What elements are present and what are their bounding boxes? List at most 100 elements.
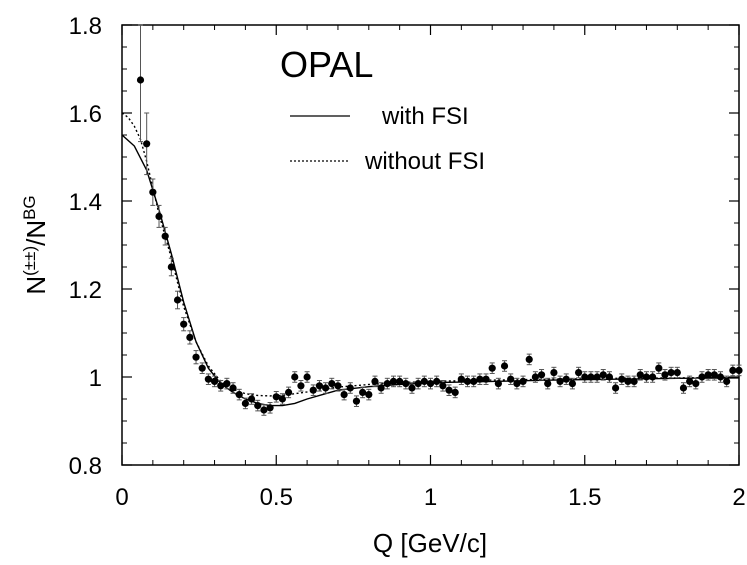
data-point	[544, 380, 552, 388]
data-point	[463, 377, 472, 385]
data-point	[414, 380, 422, 388]
data-point	[568, 380, 577, 388]
data-point	[167, 263, 175, 271]
data-point	[673, 369, 681, 377]
data-point	[494, 380, 502, 388]
data-point	[241, 399, 249, 407]
data-point	[698, 373, 706, 381]
data-point	[507, 375, 515, 383]
legend-label-without-fsi: without FSI	[364, 148, 485, 175]
data-point	[556, 377, 564, 385]
data-point	[519, 377, 527, 385]
data-point	[149, 188, 157, 196]
data-point	[612, 384, 620, 392]
x-tick-label: 2	[732, 484, 745, 511]
data-point	[247, 395, 256, 403]
y-tick-label: 1.4	[69, 189, 102, 216]
plot-area	[121, 24, 740, 466]
data-point	[531, 373, 539, 381]
x-tick-label: 1.5	[568, 484, 601, 511]
data-point	[667, 369, 675, 377]
curve-with-fsi	[121, 134, 740, 407]
data-point	[359, 388, 367, 396]
data-point	[377, 384, 385, 392]
data-point	[451, 388, 459, 396]
data-point	[389, 377, 398, 385]
data-point	[235, 391, 243, 399]
data-point	[679, 384, 688, 392]
data-point	[143, 140, 151, 148]
y-tick-label: 1	[89, 365, 102, 392]
data-point	[445, 386, 453, 394]
data-point	[223, 380, 231, 388]
data-point	[309, 386, 317, 394]
data-point	[420, 377, 428, 385]
data-point	[204, 375, 212, 383]
data-point	[328, 380, 336, 388]
data-point	[704, 371, 712, 379]
data-point	[371, 377, 379, 385]
data-point	[630, 377, 638, 385]
axis-ticks: 0 0.5 1 1.5 2 0.8 1 1.2 1.4 1.6 1.8	[69, 13, 746, 511]
data-point	[562, 375, 570, 383]
data-point	[346, 384, 354, 392]
data-point	[716, 373, 725, 381]
y-axis-title-sup2: BG	[20, 195, 39, 220]
data-point	[642, 373, 651, 381]
data-point	[365, 391, 373, 399]
data-point	[655, 364, 663, 372]
experiment-label: OPAL	[280, 44, 373, 85]
y-tick-label: 1.2	[69, 277, 102, 304]
data-point	[303, 373, 311, 381]
y-tick-label: 1.6	[69, 101, 102, 128]
data-point	[272, 393, 280, 401]
legend: with FSI without FSI	[290, 103, 485, 175]
data-point	[593, 373, 601, 381]
data-point	[581, 373, 589, 381]
legend-label-with-fsi: with FSI	[381, 103, 469, 130]
data-points	[136, 24, 743, 416]
x-tick-label: 1	[424, 484, 437, 511]
data-point	[735, 366, 743, 374]
data-point	[186, 333, 194, 341]
data-point	[636, 371, 644, 379]
data-point	[173, 296, 182, 304]
y-axis-title-base: N	[21, 276, 51, 295]
data-point	[686, 377, 694, 385]
data-point	[513, 380, 521, 388]
data-point	[180, 320, 188, 328]
data-point	[574, 369, 583, 377]
plot-frame	[121, 24, 740, 466]
data-point	[334, 382, 342, 390]
data-point	[161, 232, 169, 240]
data-point	[291, 373, 299, 381]
y-axis-title-slash: /N	[21, 220, 51, 246]
data-point	[198, 364, 206, 372]
data-point	[155, 212, 163, 220]
data-point	[649, 373, 657, 381]
data-point	[426, 380, 435, 388]
y-axis-title: N(±±)/NBG	[20, 195, 51, 294]
data-point	[217, 382, 225, 390]
data-point	[550, 369, 558, 377]
data-point	[729, 366, 737, 374]
data-point	[692, 380, 700, 388]
data-point	[525, 355, 533, 363]
data-point	[192, 353, 200, 361]
y-tick-label: 0.8	[69, 453, 102, 480]
data-point	[482, 375, 490, 383]
data-point	[723, 377, 731, 385]
data-point	[254, 402, 262, 410]
data-point	[470, 377, 478, 385]
data-point	[710, 371, 718, 379]
data-point	[439, 382, 447, 390]
data-point	[402, 380, 410, 388]
data-point	[383, 380, 391, 388]
data-point	[229, 384, 237, 392]
y-tick-label: 1.8	[69, 13, 102, 40]
x-axis-title: Q [GeV/c]	[373, 528, 487, 558]
data-point	[340, 391, 348, 399]
data-point	[457, 375, 465, 383]
data-point	[661, 371, 669, 379]
